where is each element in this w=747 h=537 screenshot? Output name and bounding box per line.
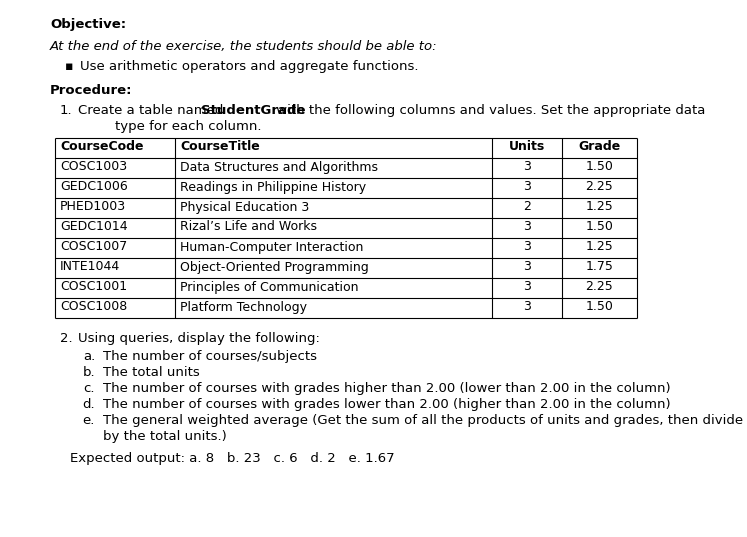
Text: b.: b. (82, 366, 95, 379)
Text: with the following columns and values. Set the appropriate data: with the following columns and values. S… (273, 104, 706, 117)
Text: 3: 3 (523, 180, 531, 193)
Text: CourseCode: CourseCode (60, 141, 143, 154)
Text: The number of courses with grades lower than 2.00 (higher than 2.00 in the colum: The number of courses with grades lower … (103, 398, 671, 411)
Text: 3: 3 (523, 221, 531, 234)
Text: COSC1001: COSC1001 (60, 280, 127, 294)
Text: COSC1007: COSC1007 (60, 241, 127, 253)
Text: Physical Education 3: Physical Education 3 (180, 200, 309, 214)
Text: At the end of the exercise, the students should be able to:: At the end of the exercise, the students… (50, 40, 438, 53)
Text: Procedure:: Procedure: (50, 84, 132, 97)
Text: COSC1008: COSC1008 (60, 301, 127, 314)
Text: Create a table named: Create a table named (78, 104, 228, 117)
Text: 3: 3 (523, 260, 531, 273)
Text: Object-Oriented Programming: Object-Oriented Programming (180, 260, 369, 273)
Text: type for each column.: type for each column. (115, 120, 261, 133)
Text: 1.50: 1.50 (586, 221, 613, 234)
Text: Data Structures and Algorithms: Data Structures and Algorithms (180, 161, 378, 173)
Text: 1.50: 1.50 (586, 161, 613, 173)
Text: Grade: Grade (578, 141, 621, 154)
Text: Principles of Communication: Principles of Communication (180, 280, 359, 294)
Text: 2: 2 (523, 200, 531, 214)
Text: Expected output: a. 8   b. 23   c. 6   d. 2   e. 1.67: Expected output: a. 8 b. 23 c. 6 d. 2 e.… (70, 452, 394, 465)
Text: StudentGrade: StudentGrade (201, 104, 306, 117)
Text: 2.25: 2.25 (586, 180, 613, 193)
Text: GEDC1014: GEDC1014 (60, 221, 128, 234)
Text: ▪: ▪ (65, 60, 73, 73)
Text: PHED1003: PHED1003 (60, 200, 126, 214)
Text: d.: d. (82, 398, 95, 411)
Text: Platform Technology: Platform Technology (180, 301, 307, 314)
Text: by the total units.): by the total units.) (103, 430, 227, 443)
Text: GEDC1006: GEDC1006 (60, 180, 128, 193)
Text: The general weighted average (Get the sum of all the products of units and grade: The general weighted average (Get the su… (103, 414, 743, 427)
Text: Human-Computer Interaction: Human-Computer Interaction (180, 241, 363, 253)
Text: CourseTitle: CourseTitle (180, 141, 260, 154)
Text: COSC1003: COSC1003 (60, 161, 127, 173)
Text: 3: 3 (523, 280, 531, 294)
Text: 3: 3 (523, 241, 531, 253)
Text: 1.75: 1.75 (586, 260, 613, 273)
Text: 1.50: 1.50 (586, 301, 613, 314)
Text: INTE1044: INTE1044 (60, 260, 120, 273)
Text: 1.25: 1.25 (586, 241, 613, 253)
Text: 1.: 1. (60, 104, 72, 117)
Text: Units: Units (509, 141, 545, 154)
Text: c.: c. (84, 382, 95, 395)
Text: Using queries, display the following:: Using queries, display the following: (78, 332, 320, 345)
Text: 2.25: 2.25 (586, 280, 613, 294)
Text: Objective:: Objective: (50, 18, 126, 31)
Text: The number of courses/subjects: The number of courses/subjects (103, 350, 317, 363)
Text: Use arithmetic operators and aggregate functions.: Use arithmetic operators and aggregate f… (80, 60, 418, 73)
Text: Readings in Philippine History: Readings in Philippine History (180, 180, 366, 193)
Text: e.: e. (83, 414, 95, 427)
Text: Rizal’s Life and Works: Rizal’s Life and Works (180, 221, 317, 234)
Text: a.: a. (83, 350, 95, 363)
Text: 3: 3 (523, 161, 531, 173)
Text: 1.25: 1.25 (586, 200, 613, 214)
Text: The number of courses with grades higher than 2.00 (lower than 2.00 in the colum: The number of courses with grades higher… (103, 382, 671, 395)
Text: 2.: 2. (60, 332, 72, 345)
Text: The total units: The total units (103, 366, 199, 379)
Text: 3: 3 (523, 301, 531, 314)
